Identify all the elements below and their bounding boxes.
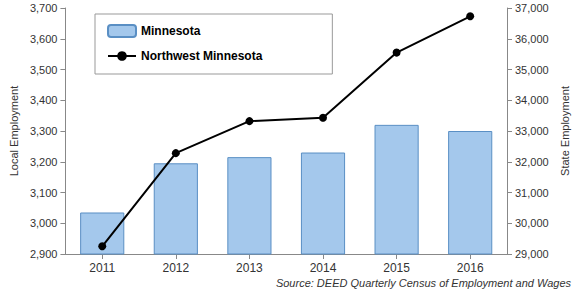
svg-text:State Employment: State Employment xyxy=(559,86,571,176)
svg-text:3,600: 3,600 xyxy=(30,33,58,45)
svg-text:2015: 2015 xyxy=(383,261,410,275)
svg-text:32,000: 32,000 xyxy=(515,156,549,168)
svg-text:Source: DEED Quarterly Census: Source: DEED Quarterly Census of Employm… xyxy=(276,277,572,289)
svg-text:3,400: 3,400 xyxy=(30,94,58,106)
svg-text:3,000: 3,000 xyxy=(30,217,58,229)
svg-text:3,200: 3,200 xyxy=(30,156,58,168)
svg-text:36,000: 36,000 xyxy=(515,33,549,45)
svg-text:2014: 2014 xyxy=(310,261,337,275)
svg-text:Local Employment: Local Employment xyxy=(8,86,20,177)
svg-text:Minnesota: Minnesota xyxy=(141,24,201,38)
svg-text:37,000: 37,000 xyxy=(515,2,549,14)
svg-text:2012: 2012 xyxy=(162,261,189,275)
svg-text:2013: 2013 xyxy=(236,261,263,275)
svg-text:3,500: 3,500 xyxy=(30,64,58,76)
svg-text:Northwest Minnesota: Northwest Minnesota xyxy=(141,49,263,63)
svg-text:3,700: 3,700 xyxy=(30,2,58,14)
svg-text:34,000: 34,000 xyxy=(515,94,549,106)
svg-text:2011: 2011 xyxy=(89,261,115,275)
svg-text:2016: 2016 xyxy=(457,261,484,275)
svg-text:29,000: 29,000 xyxy=(515,248,549,260)
svg-text:33,000: 33,000 xyxy=(515,125,549,137)
svg-text:31,000: 31,000 xyxy=(515,187,549,199)
svg-text:3,300: 3,300 xyxy=(30,125,58,137)
svg-text:30,000: 30,000 xyxy=(515,217,549,229)
svg-text:35,000: 35,000 xyxy=(515,64,549,76)
svg-text:2,900: 2,900 xyxy=(30,248,58,260)
svg-text:3,100: 3,100 xyxy=(30,187,58,199)
